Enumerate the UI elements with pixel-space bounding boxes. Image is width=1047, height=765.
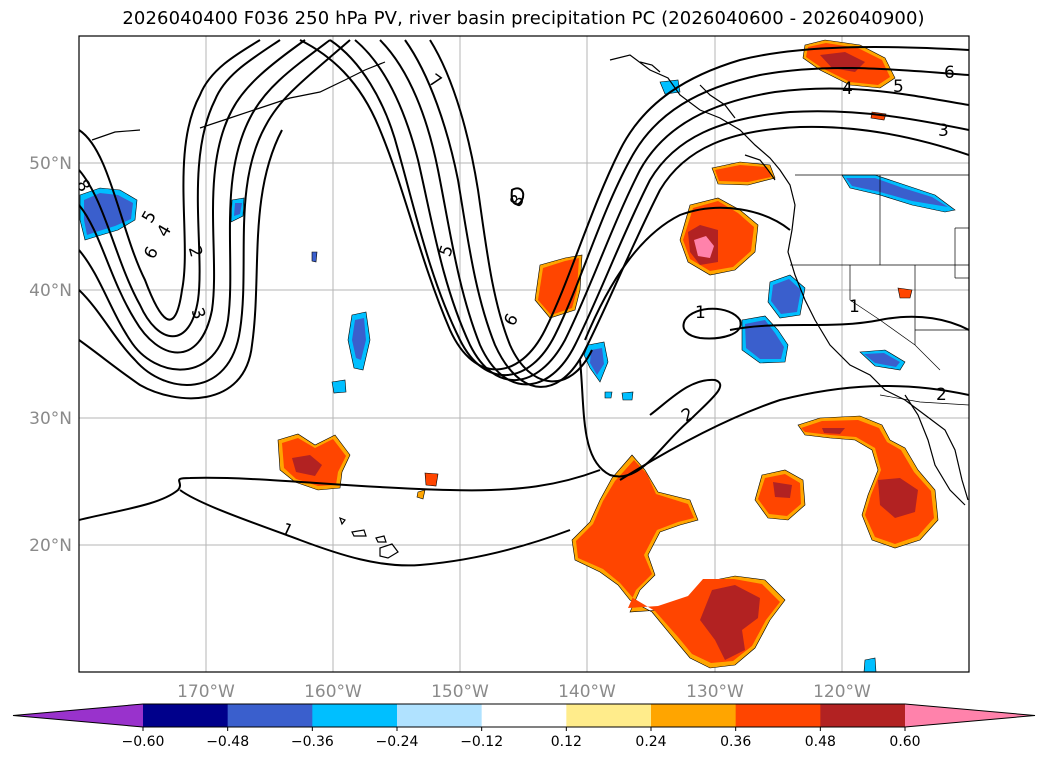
lon-tick-label: 130°W	[686, 682, 744, 702]
colorbar-tick-label: −0.24	[376, 734, 419, 750]
pv-contours	[79, 39, 969, 567]
colorbar-tick-label: 0.36	[720, 734, 751, 750]
pv-label: 2	[184, 244, 206, 260]
pv-label: 2	[936, 385, 947, 405]
colorbar: −0.60 −0.48 −0.36 −0.24 −0.12 0.12 0.24 0.36 0.4…	[12, 703, 1036, 750]
map-panel	[79, 36, 969, 672]
pv-label: 3	[938, 121, 949, 141]
lat-tick-label: 50°N	[29, 154, 72, 174]
colorbar-tick-label: 0.24	[635, 734, 666, 750]
colorbar-tick-label: −0.60	[122, 734, 165, 750]
colorbar-segment	[566, 704, 652, 727]
pv-label: 5	[893, 77, 904, 97]
state-borders	[790, 174, 969, 406]
pv-label: 4	[842, 79, 853, 99]
lon-tick-labels: 170°W 160°W 150°W 140°W 130°W 120°W	[177, 682, 871, 702]
colorbar-segment	[312, 704, 398, 727]
pv-label: 6	[944, 63, 955, 83]
colorbar-tick-label: −0.12	[460, 734, 503, 750]
colorbar-tick-label: −0.36	[291, 734, 334, 750]
lat-tick-label: 40°N	[29, 281, 72, 301]
colorbar-extend-max	[905, 704, 1035, 727]
colorbar-segment	[397, 704, 483, 727]
lon-tick-label: 160°W	[304, 682, 362, 702]
colorbar-tick-label: −0.48	[206, 734, 249, 750]
pv-label: 1	[849, 297, 860, 317]
colorbar-segment	[651, 704, 737, 727]
colorbar-segment	[143, 704, 229, 727]
lat-tick-label: 20°N	[29, 536, 72, 556]
colorbar-segment	[481, 704, 567, 727]
colorbar-segment	[227, 704, 313, 727]
colorbar-extend-min	[13, 704, 143, 727]
lon-tick-label: 150°W	[431, 682, 489, 702]
colorbar-tick-label: 0.48	[805, 734, 836, 750]
lon-tick-label: 120°W	[813, 682, 871, 702]
lat-tick-label: 30°N	[29, 409, 72, 429]
colorbar-segment	[820, 704, 906, 727]
map-frame	[78, 35, 970, 673]
map-title: 2026040400 F036 250 hPa PV, river basin …	[122, 8, 925, 29]
lon-tick-label: 170°W	[177, 682, 235, 702]
lon-tick-label: 140°W	[558, 682, 616, 702]
colorbar-segment	[735, 704, 821, 727]
lat-tick-labels: 20°N 30°N 40°N 50°N	[29, 154, 72, 556]
pv-label: 1	[695, 303, 706, 323]
colorbar-tick-label: 0.60	[889, 734, 920, 750]
colorbar-tick-label: 0.12	[551, 734, 582, 750]
